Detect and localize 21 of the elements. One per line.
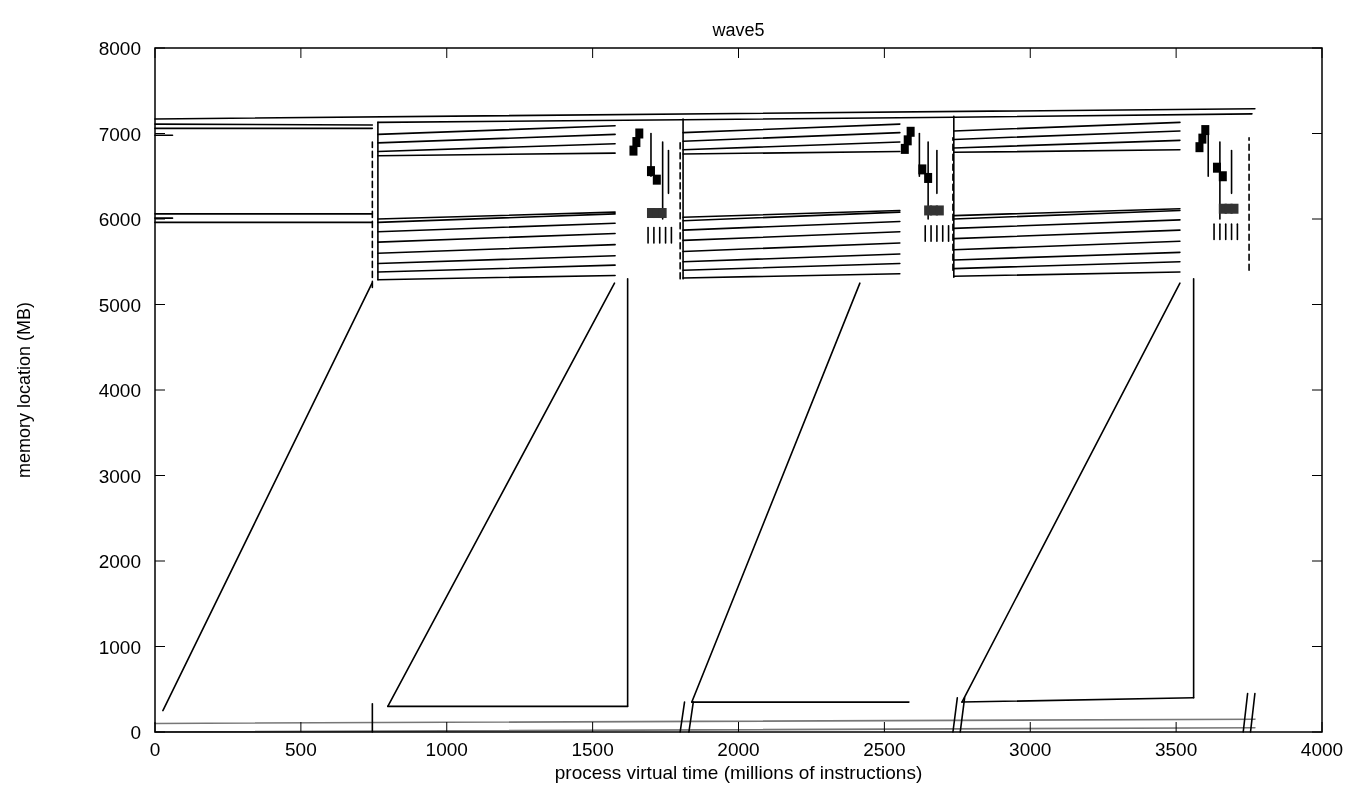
x-tick-label: 2500 [863,739,906,760]
x-tick-label: 2000 [717,739,760,760]
x-tick-label: 1000 [425,739,468,760]
y-tick-label: 0 [130,722,141,743]
y-tick-label: 5000 [98,294,141,316]
x-tick-label: 4000 [1300,739,1344,760]
y-tick-label: 2000 [98,551,141,572]
x-tick-label: 0 [149,739,161,760]
y-axis-title: memory location (MB) [14,301,34,479]
x-tick-label: 500 [285,739,317,760]
y-tick-label: 7000 [98,123,141,145]
x-axis-title: process virtual time (millions of instructions) [554,762,923,783]
y-tick-label: 3000 [98,465,141,487]
x-tick-label: 3500 [1154,739,1198,760]
x-tick-label: 3000 [1009,739,1052,760]
y-tick-label: 6000 [98,209,141,230]
x-tick-label: 1500 [571,739,614,760]
y-tick-label: 1000 [98,636,141,658]
y-tick-label: 4000 [98,380,141,401]
chart-title: wave5 [711,20,765,40]
y-tick-label: 8000 [98,38,141,59]
